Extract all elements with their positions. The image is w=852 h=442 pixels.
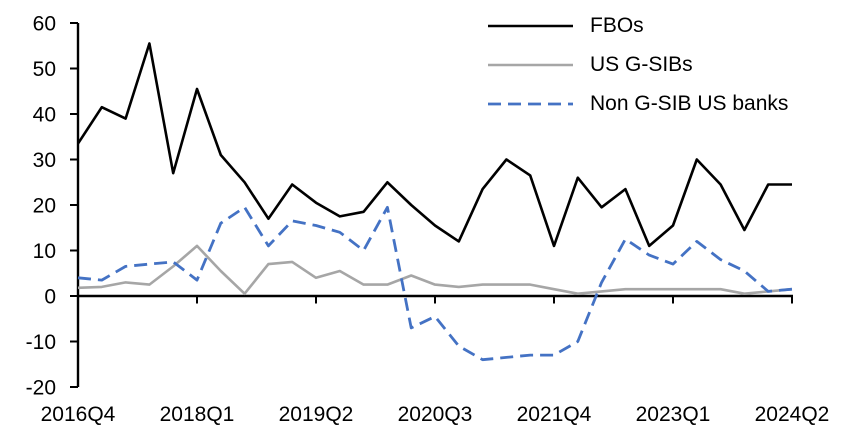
svg-text:2020Q3: 2020Q3 bbox=[398, 403, 473, 426]
legend-label: Non G-SIB US banks bbox=[590, 91, 789, 115]
legend-item-non-gsib-us-banks: Non G-SIB US banks bbox=[488, 84, 788, 123]
svg-text:50: 50 bbox=[33, 58, 56, 81]
legend-item-us-gsibs: US G-SIBs bbox=[488, 45, 788, 84]
legend-line-sample-dashed-blue bbox=[488, 102, 573, 105]
svg-text:2021Q4: 2021Q4 bbox=[517, 403, 592, 426]
svg-text:2024Q2: 2024Q2 bbox=[755, 403, 830, 426]
legend-label: FBOs bbox=[590, 13, 644, 37]
legend-line-sample-solid-gray bbox=[488, 63, 573, 66]
svg-text:2018Q1: 2018Q1 bbox=[160, 403, 235, 426]
legend-label: US G-SIBs bbox=[590, 52, 693, 76]
svg-text:20: 20 bbox=[33, 195, 56, 218]
legend-item-fbos: FBOs bbox=[488, 6, 788, 45]
svg-text:-20: -20 bbox=[26, 377, 56, 400]
svg-text:0: 0 bbox=[44, 286, 56, 309]
svg-text:2016Q4: 2016Q4 bbox=[41, 403, 116, 426]
svg-text:10: 10 bbox=[33, 240, 56, 263]
svg-text:30: 30 bbox=[33, 149, 56, 172]
svg-text:2019Q2: 2019Q2 bbox=[279, 403, 354, 426]
svg-text:2023Q1: 2023Q1 bbox=[636, 403, 711, 426]
svg-text:-10: -10 bbox=[26, 331, 56, 354]
legend: FBOs US G-SIBs Non G-SIB US banks bbox=[488, 6, 788, 123]
svg-text:60: 60 bbox=[33, 13, 56, 36]
legend-line-sample-solid-black bbox=[488, 24, 573, 27]
svg-text:40: 40 bbox=[33, 104, 56, 127]
